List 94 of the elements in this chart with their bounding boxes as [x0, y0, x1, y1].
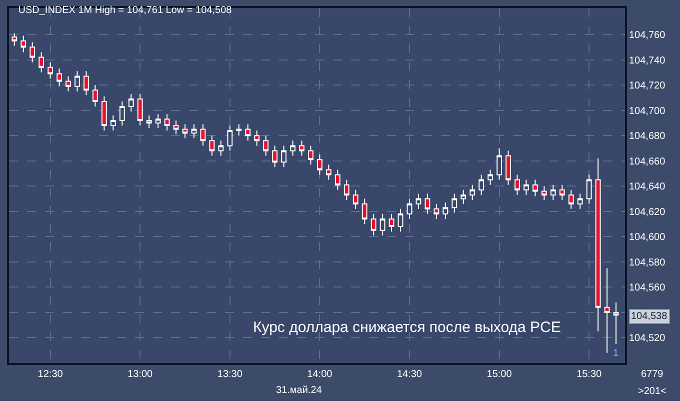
- candlestick: [478, 174, 484, 196]
- candlestick: [613, 302, 619, 345]
- text: 31.май.24: [276, 385, 322, 396]
- candlestick: [30, 42, 36, 63]
- candlestick: [119, 100, 125, 126]
- x-tick-label: 15:30: [576, 369, 602, 380]
- candlestick: [326, 164, 332, 180]
- candlestick: [416, 193, 422, 210]
- candlestick: [66, 76, 71, 92]
- candlestick: [128, 93, 134, 112]
- candlestick: [12, 32, 18, 46]
- x-tick-label: 14:00: [307, 369, 333, 380]
- x-tick-label: 13:30: [217, 369, 243, 380]
- candlestick: [541, 186, 547, 201]
- candlestick: [595, 158, 601, 332]
- y-tick-label: 104,660: [629, 156, 666, 168]
- candlestick: [514, 174, 520, 196]
- candlestick: [316, 154, 322, 176]
- y-tick-label: 104,740: [629, 55, 666, 66]
- x-tick-label: 13:00: [128, 369, 154, 380]
- candlestick: [550, 184, 556, 201]
- candlestick: [577, 193, 583, 210]
- candlestick: [424, 193, 430, 214]
- candlestick: [532, 179, 538, 197]
- candlestick: [227, 124, 233, 152]
- text: 6779: [641, 369, 664, 380]
- candlestick: [200, 124, 206, 146]
- annotation: Курс доллара снижается после выхода PCE: [253, 319, 561, 336]
- candlestick: [362, 198, 368, 225]
- candlestick: [272, 145, 278, 168]
- candlestick: [370, 213, 376, 236]
- candlestick: [568, 189, 574, 210]
- y-tick-label: 104,720: [629, 80, 666, 92]
- candlestick: [604, 268, 610, 354]
- candlestick: [92, 84, 98, 108]
- candlestick: [488, 169, 494, 186]
- candlestick: [209, 135, 215, 156]
- candlestick: [559, 184, 565, 201]
- candlestick: [352, 189, 358, 210]
- candlestick: [164, 114, 170, 132]
- candlestick: [48, 62, 54, 80]
- candlestick: [254, 130, 260, 146]
- candlestick: [245, 124, 251, 142]
- y-tick-label: 104,760: [629, 30, 666, 42]
- candlestick: [56, 68, 62, 87]
- candlestick: [398, 208, 404, 232]
- y-tick-label: 104,700: [629, 106, 666, 117]
- candlestick: [380, 213, 386, 236]
- candlestick: [406, 198, 412, 220]
- candlestick: [308, 145, 314, 166]
- y-tick-label: 104,640: [629, 182, 666, 193]
- y-tick-label: 104,560: [629, 282, 666, 294]
- candlestick: [334, 169, 340, 190]
- y-tick-label: 104,680: [629, 131, 666, 142]
- x-tick-label: 15:00: [486, 369, 512, 380]
- candlestick: [442, 202, 448, 220]
- text: >201<: [638, 386, 667, 397]
- candlestick: [173, 120, 179, 135]
- candlestick: [290, 140, 296, 156]
- x-tick-label: 12:30: [38, 369, 64, 380]
- candlestick: [101, 96, 107, 132]
- candlestick: [452, 193, 458, 214]
- candlestick: [38, 52, 44, 73]
- y-tick-label: 104,620: [629, 206, 666, 218]
- candlestick: [236, 124, 242, 136]
- candlestick: [496, 148, 502, 180]
- candlestick: [281, 145, 286, 168]
- candlestick: [506, 150, 511, 186]
- y-tick-label: 104,580: [629, 257, 666, 268]
- candlestick: [586, 174, 592, 204]
- candlestick: [434, 203, 440, 220]
- x-tick-label: 14:30: [396, 369, 422, 380]
- candlestick: [137, 93, 143, 126]
- annotation: 1: [613, 348, 619, 359]
- candlestick: [191, 124, 197, 139]
- candlestick: [84, 70, 89, 96]
- candlestick: [344, 179, 350, 201]
- chart-title: USD_INDEX 1M High = 104,761 Low = 104,508: [18, 5, 232, 16]
- candlestick: [388, 213, 394, 232]
- candlestick: [182, 124, 188, 139]
- y-tick-label: 104,520: [629, 333, 666, 344]
- candlestick: [470, 184, 476, 201]
- candlestick: [155, 114, 161, 129]
- candlestick: [524, 179, 529, 196]
- candlestick: [20, 35, 26, 53]
- y-tick-label: 104,600: [629, 232, 666, 244]
- candlestick: [218, 140, 224, 156]
- candlestick: [263, 135, 269, 156]
- candlestick: [146, 114, 152, 129]
- candlestick: [460, 189, 466, 204]
- text: 104,538: [631, 311, 668, 322]
- candlestick: [299, 140, 304, 156]
- candlestick: [110, 114, 116, 132]
- candlestick: [74, 70, 80, 92]
